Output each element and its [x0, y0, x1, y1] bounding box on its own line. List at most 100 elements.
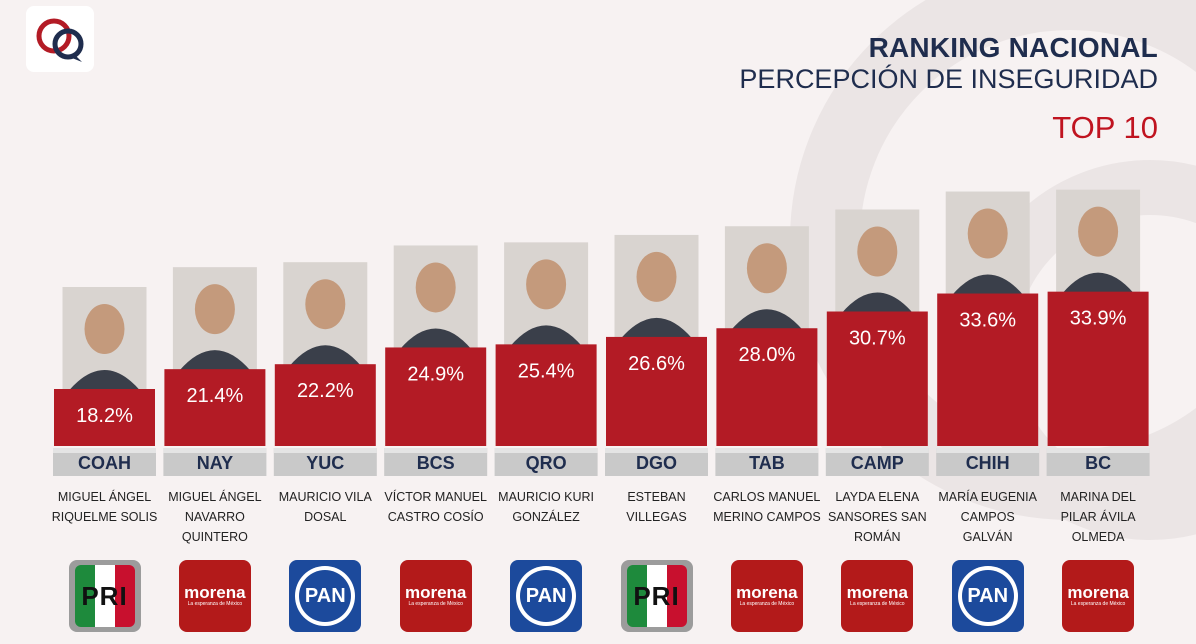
governor-name: MARÍA EUGENIA CAMPOS GALVÁN — [932, 487, 1044, 547]
governor-name: VÍCTOR MANUEL CASTRO COSÍO — [380, 487, 492, 527]
pan-wordmark: PAN — [299, 570, 352, 622]
pri-flag-stripe — [114, 565, 135, 627]
party-logo-pri: PRI — [620, 560, 693, 632]
bar-group-qro: 25.4% QRO — [494, 242, 598, 476]
bar-group-bc: 33.9% BC — [1046, 189, 1150, 476]
pri-wordmark: PRI — [81, 580, 128, 611]
governor-name-line: MARÍA EUGENIA — [938, 490, 1037, 504]
state-plate-highlight — [1046, 448, 1150, 453]
portrait-face — [194, 284, 235, 335]
state-plate-highlight — [53, 448, 156, 453]
pan-wordmark: PAN — [520, 570, 573, 622]
pan-ring: PAN — [516, 566, 577, 626]
governor-name-line: GALVÁN — [962, 530, 1013, 544]
portrait-shoulders — [510, 325, 583, 347]
portrait-face — [415, 262, 456, 313]
bar — [54, 389, 155, 446]
bar-group-camp: 30.7% CAMP — [825, 209, 929, 476]
bar — [1047, 291, 1149, 446]
state-plate-highlight — [384, 448, 488, 453]
governor-name-line: GONZÁLEZ — [512, 510, 580, 524]
bar — [495, 344, 597, 446]
state-plate-highlight — [825, 448, 929, 453]
bar — [716, 328, 818, 446]
portrait-shoulders — [951, 274, 1024, 296]
governor-name: CARLOS MANUEL MERINO CAMPOS — [711, 487, 823, 527]
pan-ring: PAN — [295, 566, 356, 626]
category-tick-label: QRO — [526, 453, 567, 473]
governor-name: MAURICIO VILA DOSAL — [269, 487, 381, 527]
bar-value-label: 22.2% — [297, 380, 354, 402]
party-logo-morena: morena La esperanza de México — [1062, 560, 1135, 632]
category-tick-label: CHIH — [966, 453, 1010, 473]
bar — [385, 347, 487, 446]
governor-name-line: MIGUEL ÁNGEL — [168, 490, 262, 504]
portrait-shoulders — [841, 292, 914, 314]
governor-name-line: VÍCTOR MANUEL — [384, 490, 487, 504]
bar-group-nay: 21.4% NAY — [163, 267, 267, 476]
category-tick-label: TAB — [749, 453, 785, 473]
bar-value-label: 33.9% — [1070, 308, 1127, 330]
state-plate-highlight — [163, 448, 267, 453]
governor-name: LAYDA ELENA SANSORES SAN ROMÁN — [821, 487, 933, 547]
governor-name-line: OLMEDA — [1071, 530, 1125, 544]
bar — [164, 369, 266, 446]
governor-name: MIGUEL ÁNGEL RIQUELME SOLIS — [49, 487, 161, 527]
category-tick-label: NAY — [197, 453, 233, 473]
party-logo-morena: morena La esperanza de México — [178, 560, 251, 632]
portrait-shoulders — [399, 328, 472, 350]
morena-tagline: La esperanza de México — [850, 601, 905, 607]
bar-value-label: 18.2% — [76, 405, 133, 427]
bar — [606, 336, 707, 446]
governor-name-line: QUINTERO — [181, 530, 248, 544]
party-logo-pan: PAN — [289, 560, 362, 632]
governor-name: MIGUEL ÁNGEL NAVARRO QUINTERO — [159, 487, 271, 547]
morena-tagline: La esperanza de México — [739, 601, 795, 607]
portrait-face — [526, 259, 567, 310]
portrait-shoulders — [1062, 272, 1135, 294]
category-tick-label: YUC — [306, 453, 344, 473]
governor-name-line: MIGUEL ÁNGEL — [57, 490, 152, 504]
portrait-face — [967, 208, 1008, 259]
pri-flag: PRI — [626, 565, 687, 627]
bar-group-tab: 28.0% TAB — [715, 226, 819, 476]
pri-wordmark: PRI — [633, 580, 680, 611]
bar-group-coah: 18.2% COAH — [53, 287, 156, 476]
governor-name-line: MAURICIO KURI — [498, 490, 595, 504]
bar-group-bcs: 24.9% BCS — [384, 245, 488, 476]
governor-name-line: RIQUELME SOLIS — [51, 510, 158, 524]
bar — [274, 364, 376, 446]
bar-group-yuc: 22.2% YUC — [273, 262, 377, 476]
chat-bubbles-icon — [36, 18, 84, 62]
morena-tagline: La esperanza de México — [187, 601, 243, 607]
bar-value-label: 30.7% — [849, 328, 906, 350]
morena-wordmark: morena — [736, 583, 798, 602]
page-title: RANKING NACIONAL — [868, 32, 1158, 63]
morena-tagline: La esperanza de México — [408, 601, 463, 607]
state-plate-highlight — [273, 448, 377, 453]
brand-logo — [26, 6, 94, 72]
pri-flag-stripe — [626, 565, 647, 627]
governor-name-line: PILAR ÁVILA — [1060, 510, 1136, 524]
governor-name-line: MAURICIO VILA — [278, 490, 372, 504]
state-plate-highlight — [605, 448, 708, 453]
governor-name-line: CARLOS MANUEL — [713, 490, 821, 504]
page-subtitle: PERCEPCIÓN DE INSEGURIDAD — [739, 64, 1158, 94]
morena-wordmark: morena — [404, 583, 467, 602]
top-ten-badge: TOP 10 — [1052, 110, 1158, 145]
category-tick-label: BCS — [417, 453, 455, 473]
category-tick-label: DGO — [636, 453, 677, 473]
category-tick-label: COAH — [78, 453, 131, 473]
pri-flag-stripe — [94, 565, 115, 627]
governor-name-line: DOSAL — [304, 510, 347, 524]
pan-ring: PAN — [957, 566, 1018, 626]
governor-name-line: MARINA DEL — [1060, 490, 1136, 504]
morena-tagline: La esperanza de México — [1070, 601, 1126, 607]
party-logo-morena: morena La esperanza de México — [399, 560, 472, 632]
governor-name: ESTEBAN VILLEGAS — [601, 487, 713, 527]
bar-value-label: 21.4% — [187, 385, 244, 407]
governor-name: MAURICIO KURI GONZÁLEZ — [490, 487, 602, 527]
pri-flag-stripe — [74, 565, 95, 627]
party-logo-pan: PAN — [951, 560, 1024, 632]
